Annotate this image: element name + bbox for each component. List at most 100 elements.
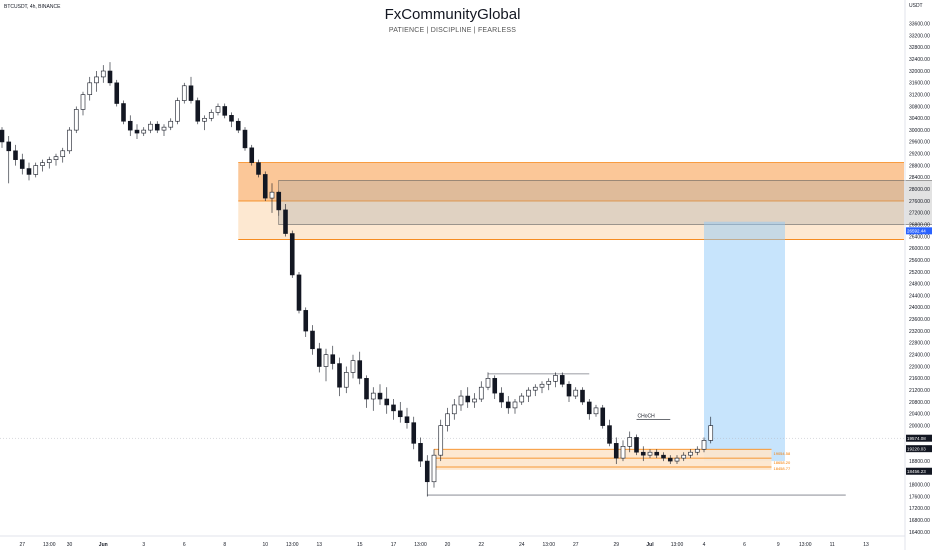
candle-body [485,378,491,388]
candle-body [397,410,403,418]
candle-body [586,401,592,415]
x-tick-label: 15 [357,542,363,548]
candle-body [566,383,572,397]
candle-body [127,120,133,131]
x-tick-label: Jul [646,542,654,548]
candle-body [438,425,444,456]
candle-body [134,129,140,134]
target-box [704,221,785,462]
candle-body [654,451,660,456]
candle-body [667,457,673,462]
candle-body [377,392,383,400]
candle-body [262,174,268,199]
candle-body [168,120,174,128]
candle-body [283,209,288,234]
candle-body [431,454,437,483]
y-tick-label: 27200.00 [909,211,930,217]
candle-body [532,386,538,391]
candle-body [94,76,99,84]
x-tick-label: 30 [67,542,73,548]
y-tick-label: 26800.00 [909,222,930,228]
candle-body [620,446,626,459]
candle-body [634,437,639,453]
y-tick-label: 26400.00 [909,234,930,240]
y-tick-label: 27600.00 [909,199,930,205]
candle-body [242,129,248,149]
price-marker-box [906,445,932,453]
candle-body [688,451,693,456]
y-tick-label: 18000.00 [909,483,930,489]
x-tick-label: 13:00 [799,542,812,548]
candle-body [424,460,430,483]
price-axis [0,0,906,550]
x-tick-label: 13:00 [542,542,555,548]
y-tick-label: 26000.00 [909,246,930,252]
demand-zone-1 [434,458,772,467]
x-tick-label: 17 [391,542,397,548]
candle-body [60,150,66,158]
candle-body [404,416,410,423]
candle-body [316,348,322,367]
candle-body [73,109,79,131]
candle-body [391,404,396,412]
candle-body [121,103,126,122]
candle-body [100,70,106,78]
candle-body [222,106,228,116]
x-tick-label: 10 [262,542,268,548]
y-tick-label: 24800.00 [909,282,930,288]
candle-body [384,398,390,406]
candle-body [559,375,565,385]
y-tick-label: 20400.00 [909,412,930,418]
y-tick-label: 17200.00 [909,506,930,512]
candle-body [323,354,329,367]
price-marker-box [906,227,932,235]
candle-body [472,398,477,403]
page-subtitle: PATIENCE | DISCIPLINE | FEARLESS [388,27,517,34]
candle-body [674,457,680,462]
candle-body [215,106,221,113]
y-tick-label: 18800.00 [909,459,930,465]
candle-body [195,100,201,122]
y-tick-label: 21600.00 [909,376,930,382]
x-tick-label: 22 [478,542,484,548]
price-unit-label: USDT [909,3,923,9]
y-tick-label: 17600.00 [909,494,930,500]
y-tick-label: 33200.00 [909,33,930,39]
candle-body [445,413,450,426]
candle-body [411,422,417,444]
candle-body [141,129,147,134]
candle-body [249,147,255,163]
candle-body [694,448,700,453]
candle-body [13,150,18,160]
candle-body [451,404,457,415]
candle-body [546,380,552,385]
price-marker-label: 19574.08 [907,436,926,441]
candle-body [350,360,356,373]
y-tick-label: 30400.00 [909,116,930,122]
candle-body [465,395,471,403]
candle-body [458,395,464,406]
candle-body [114,82,120,104]
y-tick-label: 24000.00 [909,305,930,311]
candle-body [512,401,518,409]
y-tick-label: 28800.00 [909,163,930,169]
y-tick-label: 25200.00 [909,270,930,276]
candle-body [370,392,376,400]
candle-body [276,191,282,211]
supply-zone-lower [238,201,904,240]
candle-body [0,129,5,143]
price-markers-layer: 26592.44 19574.08 19220.03 18456.23 [906,227,932,475]
candle-body [708,425,714,441]
y-tick-label: 23200.00 [909,329,930,335]
x-tick-label: 20 [445,542,451,548]
candle-body [492,378,498,394]
x-tick-label: 6 [743,542,746,548]
price-marker-box [906,434,932,442]
x-ticks-layer: 27 13:00 30 Jun 3 6 8 10 13:00 13 15 17 13:00 20 22 24 1… [19,542,869,548]
y-tick-label: 30000.00 [909,128,930,134]
candle-body [519,395,525,403]
y-tick-label: 31200.00 [909,92,930,98]
demand-zone-0 [434,449,772,459]
x-tick-label: 24 [519,542,525,548]
